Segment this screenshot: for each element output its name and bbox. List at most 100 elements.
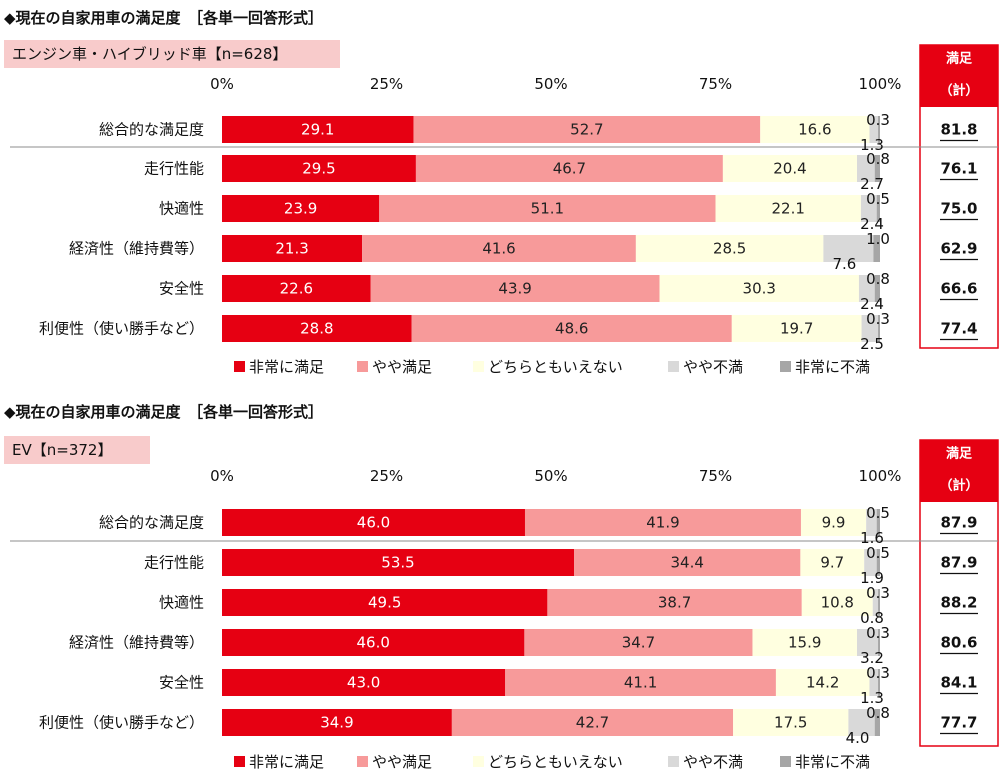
category-label: 利便性（使い勝手など） bbox=[39, 320, 204, 338]
data-label: 2.4 bbox=[860, 215, 884, 233]
data-label: 41.9 bbox=[646, 514, 679, 532]
data-label: 28.8 bbox=[300, 320, 333, 338]
axis-tick-label: 0% bbox=[210, 75, 234, 93]
bar-row: 走行性能 29.5 46.7 20.4 2.7 0.8 76.1 bbox=[144, 150, 978, 193]
bar-segment bbox=[864, 549, 877, 576]
data-label: 0.5 bbox=[866, 190, 890, 208]
bar-segment bbox=[874, 275, 880, 302]
legend-swatch bbox=[473, 361, 484, 372]
bar-segment bbox=[878, 589, 880, 616]
bar-segment bbox=[731, 315, 862, 342]
bar-segment bbox=[856, 155, 875, 182]
total-header: 満足 bbox=[946, 51, 973, 67]
bar-segment bbox=[415, 155, 723, 182]
chart-subtitle: EV【n=372】 bbox=[12, 441, 112, 459]
data-label: 2.7 bbox=[860, 175, 884, 193]
legend-label: どちらともいえない bbox=[488, 753, 623, 771]
data-label: 51.1 bbox=[531, 200, 564, 218]
total-value: 62.9 bbox=[940, 240, 977, 258]
legend-label: 非常に満足 bbox=[249, 358, 324, 376]
total-value: 84.1 bbox=[940, 674, 977, 692]
data-label: 46.0 bbox=[356, 634, 389, 652]
bar-segment bbox=[659, 275, 859, 302]
bar-segment bbox=[878, 669, 880, 696]
data-label: 22.6 bbox=[280, 280, 313, 298]
chart-title: ◆現在の自家用車の満足度 ［各単一回答形式］ bbox=[4, 9, 323, 27]
data-label: 34.9 bbox=[320, 714, 353, 732]
bar-segment bbox=[222, 629, 525, 656]
subtitle-box bbox=[4, 436, 150, 464]
bar-segment bbox=[878, 629, 880, 656]
bar-segment bbox=[752, 629, 857, 656]
bar-row: 総合的な満足度 46.0 41.9 9.9 1.6 0.5 87.9 bbox=[99, 504, 978, 547]
bar-row: 安全性 43.0 41.1 14.2 1.3 0.3 84.1 bbox=[159, 664, 978, 707]
bar-segment bbox=[861, 315, 879, 342]
bar-segment bbox=[878, 315, 880, 342]
data-label: 0.3 bbox=[866, 624, 890, 642]
data-label: 0.5 bbox=[866, 504, 890, 522]
bar-segment bbox=[866, 509, 877, 536]
data-label: 21.3 bbox=[275, 240, 308, 258]
data-label: 29.5 bbox=[302, 160, 335, 178]
legend-label: やや不満 bbox=[683, 753, 743, 771]
bar-segment bbox=[878, 116, 880, 143]
data-label: 0.3 bbox=[866, 310, 890, 328]
data-label: 1.6 bbox=[860, 529, 884, 547]
bar-segment bbox=[379, 195, 716, 222]
total-header: 満足 bbox=[946, 446, 973, 462]
legend-swatch bbox=[780, 361, 791, 372]
chart-legend: 非常に満足 やや満足 どちらともいえない やや不満 非常に不満 bbox=[234, 358, 870, 376]
chart-title: ◆現在の自家用車の満足度 ［各単一回答形式］ bbox=[4, 403, 323, 421]
data-label: 0.5 bbox=[866, 544, 890, 562]
data-label: 41.6 bbox=[482, 240, 515, 258]
bar-segment bbox=[222, 155, 416, 182]
bar-segment bbox=[362, 235, 636, 262]
data-label: 41.1 bbox=[624, 674, 657, 692]
category-label: 利便性（使い勝手など） bbox=[39, 714, 204, 732]
bar-segment bbox=[222, 275, 371, 302]
bar-row: 安全性 22.6 43.9 30.3 2.4 0.8 66.6 bbox=[159, 270, 978, 313]
legend-label: やや不満 bbox=[683, 358, 743, 376]
legend-swatch bbox=[668, 756, 679, 767]
total-value: 87.9 bbox=[940, 514, 977, 532]
total-value: 81.8 bbox=[940, 121, 977, 139]
category-label: 走行性能 bbox=[144, 160, 204, 178]
bar-segment bbox=[872, 589, 879, 616]
total-value: 66.6 bbox=[940, 280, 977, 298]
total-value: 77.7 bbox=[940, 714, 977, 732]
legend-label: 非常に満足 bbox=[249, 753, 324, 771]
category-label: 経済性（維持費等） bbox=[69, 634, 204, 652]
data-label: 22.1 bbox=[772, 200, 805, 218]
data-label: 1.9 bbox=[860, 569, 884, 587]
bar-segment bbox=[505, 669, 776, 696]
legend-label: やや満足 bbox=[372, 358, 432, 376]
bar-segment bbox=[876, 549, 880, 576]
bar-segment bbox=[858, 275, 875, 302]
bar-segment bbox=[876, 509, 880, 536]
data-label: 0.3 bbox=[866, 664, 890, 682]
data-label: 52.7 bbox=[570, 121, 603, 139]
axis-tick-label: 50% bbox=[534, 467, 567, 485]
axis-tick-label: 25% bbox=[370, 467, 403, 485]
bar-segment bbox=[222, 195, 380, 222]
legend-label: どちらともいえない bbox=[488, 358, 623, 376]
legend-swatch bbox=[234, 361, 245, 372]
bar-segment bbox=[222, 116, 414, 143]
total-header-bg bbox=[920, 440, 998, 502]
chart-panel-1: ◆現在の自家用車の満足度 ［各単一回答形式］ エンジン車・ハイブリッド車【n=62… bbox=[4, 9, 999, 376]
bar-segment bbox=[876, 195, 880, 222]
legend-swatch bbox=[473, 756, 484, 767]
bar-segment bbox=[715, 195, 861, 222]
data-label: 34.7 bbox=[622, 634, 655, 652]
data-label: 0.8 bbox=[866, 150, 890, 168]
subtitle-box bbox=[4, 40, 340, 68]
bar-segment bbox=[222, 709, 452, 736]
bar-segment bbox=[413, 116, 761, 143]
bar-segment bbox=[222, 669, 506, 696]
total-value: 77.4 bbox=[940, 320, 977, 338]
axis-tick-label: 75% bbox=[699, 75, 732, 93]
bar-segment bbox=[574, 549, 801, 576]
data-label: 0.8 bbox=[860, 609, 884, 627]
bar-row: 利便性（使い勝手など） 28.8 48.6 19.7 2.5 0.3 77.4 bbox=[39, 310, 978, 353]
